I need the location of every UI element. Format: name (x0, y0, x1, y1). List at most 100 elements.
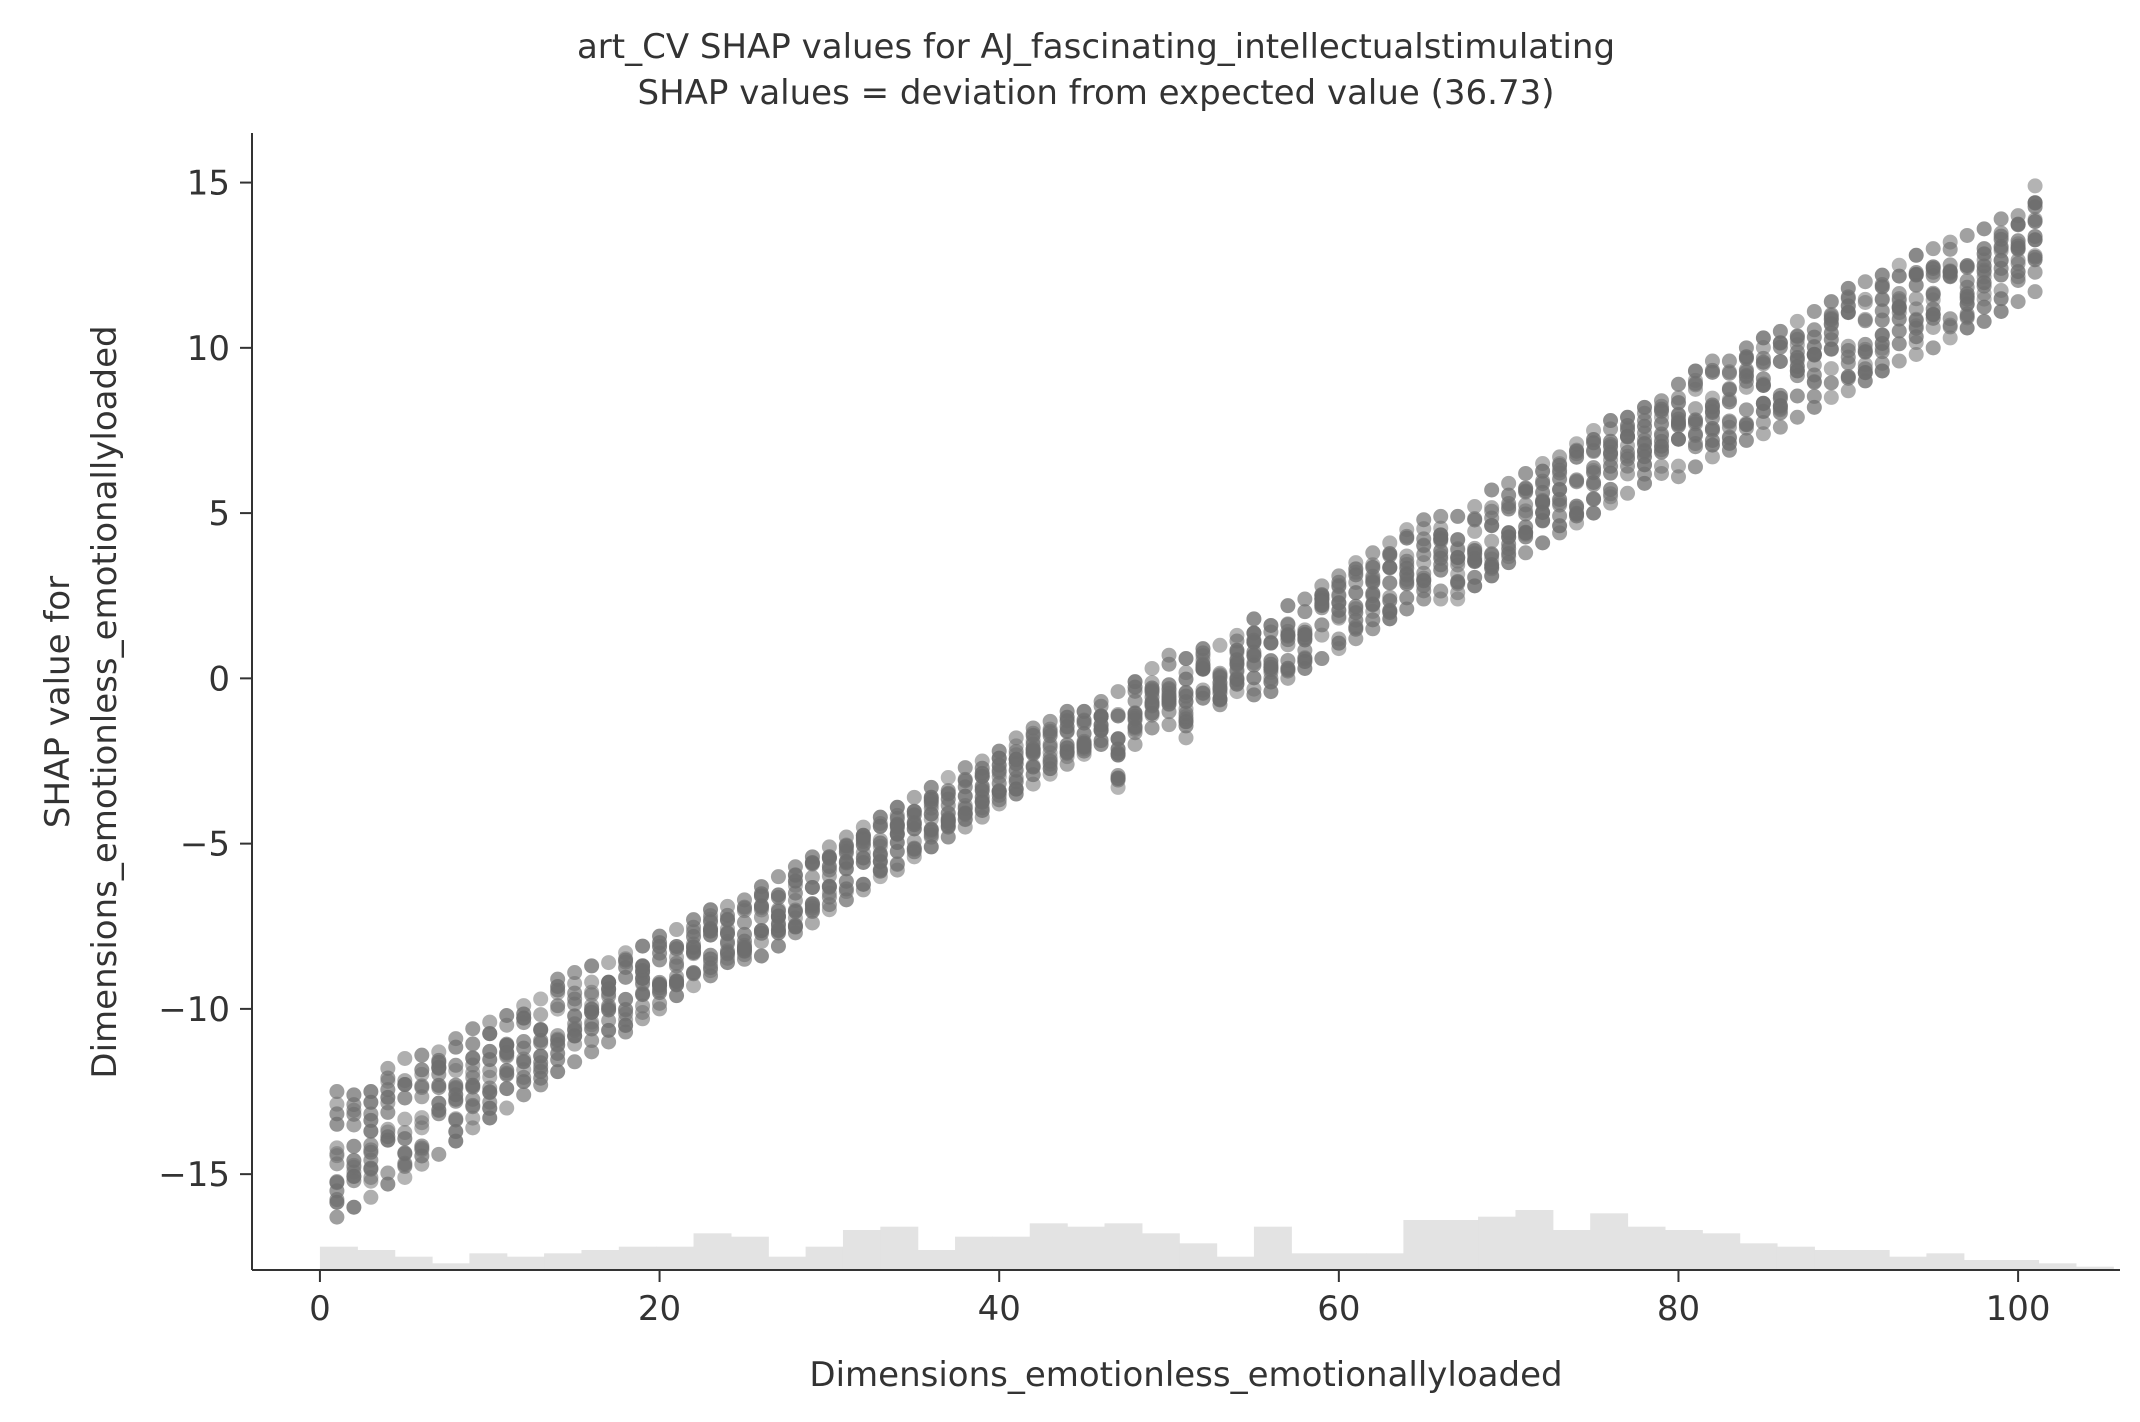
scatter-point (770, 887, 786, 903)
scatter-point (584, 997, 600, 1013)
scatter-point (1416, 565, 1432, 581)
scatter-point (1704, 364, 1720, 380)
chart-subtitle: SHAP values = deviation from expected va… (638, 73, 1555, 113)
scatter-point (1806, 322, 1822, 338)
x-axis-label: Dimensions_emotionless_emotionallyloaded (809, 1355, 1562, 1395)
scatter-point (380, 1089, 396, 1105)
histogram-bar (544, 1253, 583, 1270)
y-tick-label: −10 (158, 990, 230, 1030)
scatter-point (1297, 630, 1313, 646)
scatter-point (618, 1006, 634, 1022)
scatter-point (804, 903, 820, 919)
histogram-bar (1664, 1230, 1703, 1270)
scatter-point (482, 1052, 498, 1068)
scatter-point (1738, 402, 1754, 418)
scatter-point (1263, 659, 1279, 675)
scatter-point (1823, 389, 1839, 405)
scatter-point (1144, 660, 1160, 676)
scatter-point (1331, 568, 1347, 584)
scatter-point (1925, 340, 1941, 356)
scatter-point (1229, 655, 1245, 671)
scatter-point (414, 1089, 430, 1105)
scatter-point (1382, 559, 1398, 575)
scatter-point (1670, 469, 1686, 485)
scatter-point (1755, 414, 1771, 430)
scatter-point (821, 839, 837, 855)
scatter-point (804, 849, 820, 865)
scatter-point (1687, 439, 1703, 455)
scatter-point (1942, 317, 1958, 333)
scatter-point (1535, 456, 1551, 472)
scatter-point (1874, 340, 1890, 356)
scatter-point (1704, 410, 1720, 426)
histogram-bar (1814, 1250, 1853, 1270)
scatter-point (1382, 535, 1398, 551)
x-tick-label: 40 (978, 1289, 1021, 1329)
scatter-point (397, 1050, 413, 1066)
scatter-point (753, 879, 769, 895)
scatter-point (1076, 703, 1092, 719)
scatter-point (1806, 388, 1822, 404)
scatter-point (1399, 522, 1415, 538)
scatter-point (1110, 731, 1126, 747)
scatter-point (1738, 364, 1754, 380)
x-axis-ticks: 0 20 40 60 80 100 (309, 1270, 2051, 1329)
histogram-bar (1029, 1223, 1068, 1270)
scatter-point (1755, 426, 1771, 442)
scatter-point (567, 1008, 583, 1024)
y-tick-label: 0 (208, 659, 230, 699)
scatter-point (669, 922, 685, 938)
scatter-point (1229, 627, 1245, 643)
scatter-point (346, 1117, 362, 1133)
scatter-point (719, 944, 735, 960)
histogram-bar (693, 1233, 732, 1270)
scatter-point (567, 1028, 583, 1044)
scatter-point (1925, 241, 1941, 257)
scatter-point (329, 1194, 345, 1210)
scatter-point (2027, 264, 2043, 280)
scatter-point (1704, 432, 1720, 448)
scatter-point (770, 938, 786, 954)
scatter-point (1416, 547, 1432, 563)
scatter-point (1721, 430, 1737, 446)
scatter-point (1857, 291, 1873, 307)
y-axis-label-line2: Dimensions_emotionless_emotionallyloaded (85, 325, 125, 1078)
scatter-point (1399, 601, 1415, 617)
histogram-bar (1216, 1256, 1255, 1270)
scatter-point (669, 988, 685, 1004)
scatter-point (448, 1031, 464, 1047)
scatter-point (499, 1062, 515, 1078)
scatter-point (2027, 249, 2043, 265)
scatter-point (397, 1077, 413, 1093)
scatter-point (974, 802, 990, 818)
histogram-bar (1366, 1253, 1404, 1270)
scatter-point (1314, 651, 1330, 667)
scatter-point (1908, 301, 1924, 317)
scatter-point (1025, 743, 1041, 759)
scatter-point (1603, 413, 1619, 429)
scatter-point (957, 812, 973, 828)
scatter-point (1738, 432, 1754, 448)
scatter-point (1891, 353, 1907, 369)
scatter-point (1178, 671, 1194, 687)
scatter-point (1110, 747, 1126, 763)
scatter-point (1484, 518, 1500, 534)
scatter-point (1891, 323, 1907, 339)
scatter-point (1976, 252, 1992, 268)
scatter-point (889, 857, 905, 873)
scatter-point (1331, 588, 1347, 604)
scatter-point (1772, 419, 1788, 435)
scatter-point (1348, 555, 1364, 571)
scatter-point (1603, 452, 1619, 468)
scatter-point (1959, 310, 1975, 326)
scatter-point (872, 809, 888, 825)
scatter-point (804, 869, 820, 885)
scatter-point (1484, 503, 1500, 519)
scatter-point (770, 869, 786, 885)
scatter-point (669, 973, 685, 989)
scatter-point (838, 829, 854, 845)
scatter-point (1501, 525, 1517, 541)
scatter-point (431, 1146, 447, 1162)
scatter-point (1467, 512, 1483, 528)
scatter-point (1365, 545, 1381, 561)
